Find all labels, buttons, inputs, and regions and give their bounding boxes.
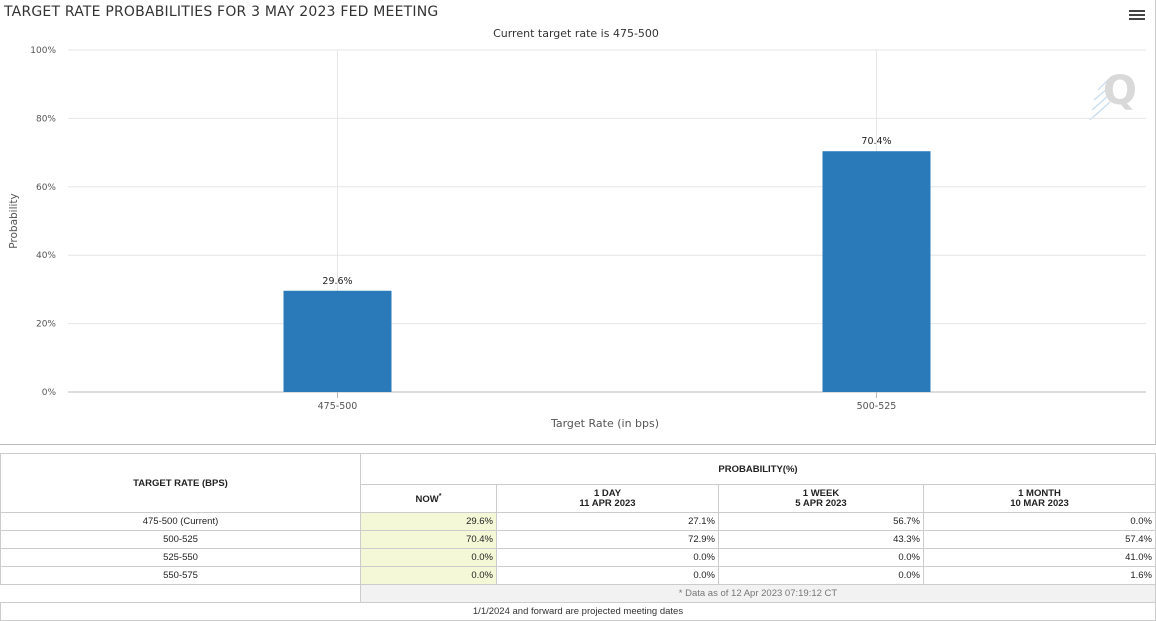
rate-cell: 550-575 <box>0 566 361 585</box>
y-tick-label: 0% <box>42 388 57 398</box>
hamburger-menu-icon[interactable] <box>1129 8 1145 22</box>
projected-dates-note: 1/1/2024 and forward are projected meeti… <box>0 602 1156 621</box>
x-tick-label: 475-500 <box>318 401 358 412</box>
rate-cell: 525-550 <box>0 548 361 567</box>
rate-cell: 475-500 (Current) <box>0 512 361 531</box>
value-cell: 27.1% <box>496 512 719 531</box>
probability-header: PROBABILITY(%) <box>360 453 1156 485</box>
value-cell: 41.0% <box>923 548 1156 567</box>
value-cell: 0.0% <box>718 566 924 585</box>
x-axis-label: Target Rate (in bps) <box>550 417 659 430</box>
bar <box>822 151 931 392</box>
table-row: 500-525 70.4% 72.9% 43.3% 57.4% <box>0 530 1156 549</box>
value-cell: 43.3% <box>718 530 924 549</box>
y-tick-label: 80% <box>36 114 56 124</box>
table-row: 475-500 (Current) 29.6% 27.1% 56.7% 0.0% <box>0 512 1156 531</box>
col-header-now: NOW* <box>360 484 497 513</box>
probability-table: TARGET RATE (BPS) PROBABILITY(%) NOW* 1 … <box>0 453 1156 621</box>
col-header-1month: 1 MONTH 10 MAR 2023 <box>923 484 1156 513</box>
bar-data-label: 70.4% <box>861 136 891 147</box>
chart-subtitle: Current target rate is 475-500 <box>493 27 659 40</box>
value-cell: 0.0% <box>360 548 497 567</box>
bar-chart: 0% 20% 40% 60% 80% 100% Probability 29.6% 475-50… <box>8 46 1146 430</box>
value-cell: 1.6% <box>923 566 1156 585</box>
value-cell: 72.9% <box>496 530 719 549</box>
table-row: 525-550 0.0% 0.0% 0.0% 41.0% <box>0 548 1156 567</box>
chart-title: TARGET RATE PROBABILITIES FOR 3 MAY 2023… <box>4 4 439 20</box>
svg-text:Q: Q <box>1103 68 1137 114</box>
y-tick-label: 100% <box>30 46 56 56</box>
value-cell: 0.0% <box>718 548 924 567</box>
x-tick-label: 500-525 <box>857 401 897 412</box>
data-timestamp-footnote: * Data as of 12 Apr 2023 07:19:12 CT <box>360 584 1156 603</box>
value-cell: 0.0% <box>496 548 719 567</box>
value-cell: 0.0% <box>360 566 497 585</box>
y-axis-label: Probability <box>8 193 20 249</box>
value-cell: 57.4% <box>923 530 1156 549</box>
y-tick-label: 20% <box>36 320 56 330</box>
col-header-1day: 1 DAY 11 APR 2023 <box>496 484 719 513</box>
col-header-1week: 1 WEEK 5 APR 2023 <box>718 484 924 513</box>
q-logo-icon: Q <box>1089 68 1137 121</box>
value-cell: 0.0% <box>923 512 1156 531</box>
y-tick-label: 40% <box>36 251 56 261</box>
y-tick-label: 60% <box>36 183 56 193</box>
rate-header: TARGET RATE (BPS) <box>0 453 361 513</box>
value-cell: 70.4% <box>360 530 497 549</box>
table-row: 550-575 0.0% 0.0% 0.0% 1.6% <box>0 566 1156 585</box>
value-cell: 0.0% <box>496 566 719 585</box>
value-cell: 29.6% <box>360 512 497 531</box>
value-cell: 56.7% <box>718 512 924 531</box>
rate-cell: 500-525 <box>0 530 361 549</box>
chart-container: TARGET RATE PROBABILITIES FOR 3 MAY 2023… <box>0 0 1156 445</box>
bar-data-label: 29.6% <box>322 276 352 287</box>
bar <box>283 290 392 392</box>
